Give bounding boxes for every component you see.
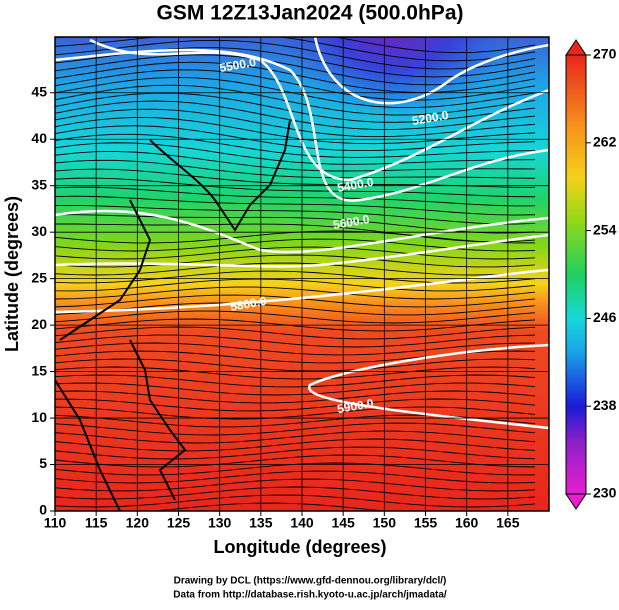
streamline	[55, 108, 536, 138]
streamline	[55, 159, 536, 179]
x-tick-label: 135	[249, 515, 273, 531]
streamline	[55, 223, 536, 243]
x-tick-label: 165	[496, 515, 520, 531]
y-tick-label: 5	[39, 455, 47, 471]
contour-label: 5400.0	[336, 175, 375, 195]
streamline	[55, 204, 536, 225]
streamline	[55, 398, 536, 412]
streamline	[55, 39, 536, 70]
colorbar-tick-label: 238	[593, 397, 617, 413]
streamline	[55, 61, 536, 93]
streamline	[55, 430, 536, 444]
colorbar-tick-label: 270	[593, 46, 617, 62]
y-tick-label: 35	[31, 176, 47, 192]
streamline	[55, 502, 536, 511]
streamline	[55, 133, 536, 158]
streamline	[55, 177, 536, 198]
streamline	[55, 230, 536, 244]
streamline	[55, 390, 536, 404]
x-tick-label: 115	[85, 515, 108, 531]
credit: Data from http://database.rish.kyoto-u.a…	[173, 590, 447, 601]
x-tick-label: 130	[208, 515, 232, 531]
colorbar-under	[565, 493, 587, 510]
streamline	[55, 92, 536, 123]
contour-label: 5500.0	[218, 55, 257, 75]
x-axis-label: Longitude (degrees)	[213, 537, 386, 557]
streamline	[55, 486, 536, 500]
streamline	[55, 195, 536, 216]
streamline	[55, 151, 536, 172]
y-tick-label: 25	[31, 269, 47, 285]
streamline	[55, 37, 536, 54]
streamline	[55, 310, 536, 324]
contour-label: 5800.0	[229, 294, 268, 314]
x-tick-label: 155	[414, 515, 438, 531]
streamline	[55, 326, 536, 340]
x-tick-label: 125	[167, 515, 191, 531]
contour-label: 5900.0	[336, 396, 375, 416]
streamline	[55, 254, 536, 268]
coastlines	[55, 119, 291, 511]
colorbar-tick-label: 230	[593, 485, 617, 501]
y-tick-label: 20	[31, 316, 47, 332]
plot-area	[55, 37, 549, 511]
streamline	[55, 76, 536, 109]
streamline	[55, 278, 536, 292]
chart-title: GSM 12Z13Jan2024 (500.0hPa)	[156, 2, 463, 25]
streamline	[55, 446, 536, 460]
colorbar-over	[565, 39, 587, 56]
streamline	[55, 438, 536, 452]
y-axis-label: Latitude (degrees)	[2, 196, 22, 352]
x-tick-label: 145	[331, 515, 355, 531]
colorbar-tick-label: 246	[593, 309, 617, 325]
contours	[55, 37, 549, 430]
streamline	[55, 478, 536, 492]
y-tick-label: 45	[31, 83, 47, 99]
cold-core	[275, 37, 515, 155]
x-tick-label: 110	[44, 515, 67, 531]
colorbar-tick-label: 262	[593, 134, 617, 150]
colorbar-tick-label: 254	[593, 221, 617, 237]
credit: Drawing by DCL (https://www.gfd-dennou.o…	[174, 576, 447, 587]
x-tick-label: 120	[126, 515, 150, 531]
streamline	[55, 262, 536, 276]
y-tick-label: 0	[39, 502, 47, 518]
x-tick-label: 150	[373, 515, 397, 531]
y-tick-label: 15	[31, 362, 47, 378]
streamline	[55, 342, 536, 356]
streamline	[55, 358, 536, 372]
streamline	[55, 382, 536, 396]
contour-label: 5600.0	[332, 212, 371, 232]
streamline	[55, 54, 536, 86]
streamline	[55, 470, 536, 484]
streamline	[55, 286, 536, 300]
x-tick-label: 160	[455, 515, 479, 531]
streamline	[55, 294, 536, 308]
streamline	[55, 186, 536, 207]
x-tick-label: 140	[290, 515, 314, 531]
streamline	[55, 47, 536, 78]
streamline	[55, 374, 536, 388]
contour-label: 5200.0	[411, 108, 450, 128]
streamline	[55, 366, 536, 380]
streamline	[55, 142, 536, 165]
streamline	[55, 334, 536, 348]
streamline	[55, 246, 536, 260]
streamline	[55, 422, 536, 436]
colorbar	[565, 54, 587, 495]
streamline	[55, 462, 536, 476]
y-tick-label: 30	[31, 223, 47, 239]
streamline	[55, 69, 536, 101]
streamline	[55, 454, 536, 468]
streamline	[55, 100, 536, 130]
streamline	[55, 270, 536, 284]
streamline	[55, 406, 536, 420]
y-tick-label: 10	[31, 409, 47, 425]
y-tick-label: 40	[31, 130, 47, 146]
